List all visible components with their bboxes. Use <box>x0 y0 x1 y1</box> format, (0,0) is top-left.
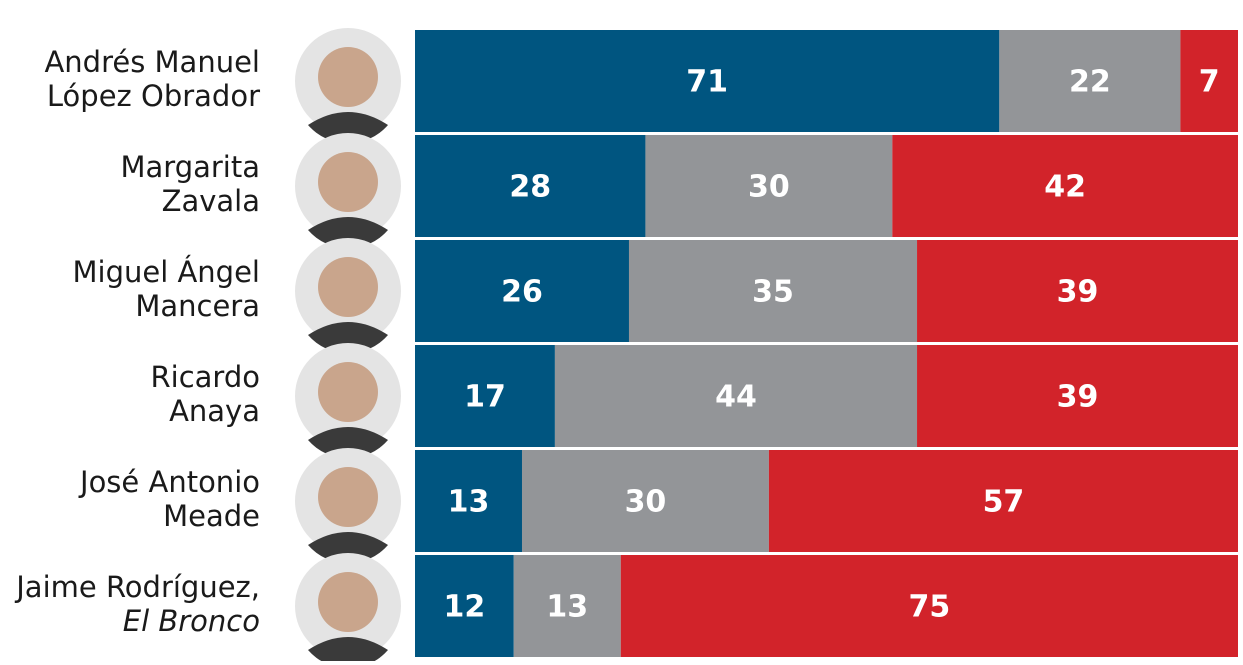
portrait-shoulders <box>308 427 388 459</box>
portrait-face <box>318 257 378 317</box>
portrait-face <box>318 572 378 632</box>
category-label: Andrés Manuel <box>44 45 260 79</box>
category-label: Meade <box>163 499 260 533</box>
value-label: 7 <box>1199 65 1220 100</box>
value-label: 30 <box>625 485 667 520</box>
bar-segment <box>554 345 918 447</box>
portrait-face <box>318 152 378 212</box>
bar-segment <box>415 135 646 237</box>
category-label: Anaya <box>169 394 260 428</box>
portrait-shoulders <box>308 217 388 249</box>
value-label: 57 <box>983 485 1025 520</box>
bar-segment <box>645 135 893 237</box>
portrait-shoulders <box>308 637 388 665</box>
value-label: 28 <box>509 170 551 205</box>
portrait-shoulders <box>308 532 388 564</box>
value-label: 17 <box>464 380 506 415</box>
value-label: 42 <box>1044 170 1086 205</box>
value-label: 39 <box>1057 380 1099 415</box>
bar-segment <box>415 555 514 657</box>
bar-segment <box>513 555 621 657</box>
category-label: José Antonio <box>78 465 260 499</box>
bar-segment <box>415 30 1000 132</box>
bar-segment <box>628 240 918 342</box>
value-label: 30 <box>748 170 790 205</box>
portrait-face <box>318 467 378 527</box>
bar-segment <box>415 345 555 447</box>
value-label: 22 <box>1069 65 1111 100</box>
value-label: 39 <box>1057 275 1099 310</box>
bar-segment <box>892 135 1238 237</box>
bar-segment <box>521 450 769 552</box>
value-label: 75 <box>909 590 951 625</box>
bar-segment <box>1180 30 1238 132</box>
category-label: Jaime Rodríguez, <box>14 570 260 604</box>
bar-segment <box>917 240 1238 342</box>
bar-segment <box>415 240 629 342</box>
bar-segment <box>768 450 1238 552</box>
value-label: 26 <box>501 275 543 310</box>
value-label: 44 <box>715 380 757 415</box>
value-label: 71 <box>686 65 728 100</box>
category-label: Zavala <box>162 184 260 218</box>
category-label: Margarita <box>120 150 260 184</box>
category-label: El Bronco <box>123 604 260 638</box>
category-label: Ricardo <box>151 360 261 394</box>
portrait-face <box>318 362 378 422</box>
bar-segment <box>999 30 1181 132</box>
portrait-shoulders <box>308 322 388 354</box>
bar-segment <box>415 450 522 552</box>
portrait-shoulders <box>308 112 388 144</box>
value-label: 13 <box>448 485 490 520</box>
value-label: 13 <box>546 590 588 625</box>
category-label: Mancera <box>135 289 260 323</box>
bar-segment <box>620 555 1238 657</box>
category-label: Miguel Ángel <box>72 255 260 289</box>
bar-segment <box>917 345 1238 447</box>
value-label: 35 <box>752 275 794 310</box>
category-label: López Obrador <box>47 79 260 113</box>
value-label: 12 <box>444 590 486 625</box>
portrait-face <box>318 47 378 107</box>
